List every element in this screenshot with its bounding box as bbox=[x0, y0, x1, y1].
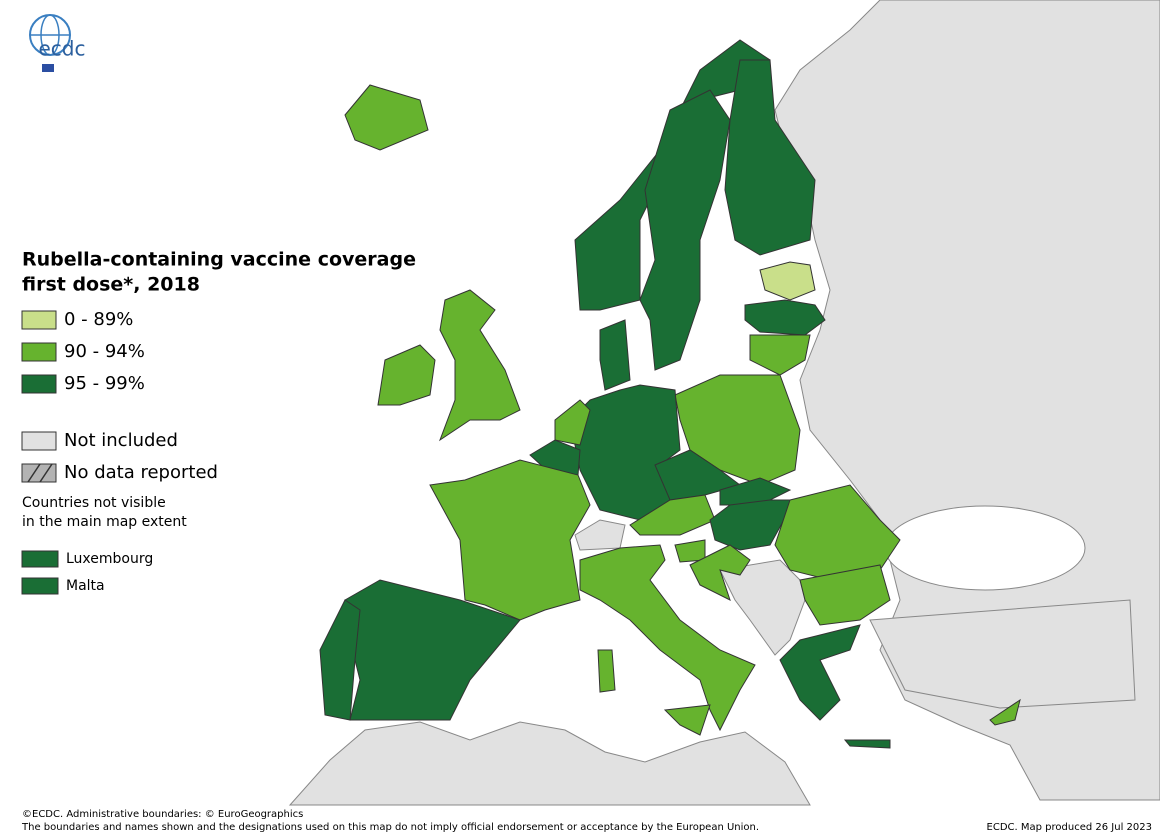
country bbox=[674, 374, 801, 486]
footer-disclaimer: The boundaries and names shown and the d… bbox=[21, 822, 759, 833]
country bbox=[759, 261, 816, 301]
logo: ecdc bbox=[29, 14, 86, 72]
note: in the main map extent bbox=[22, 514, 187, 530]
country bbox=[344, 579, 521, 721]
country bbox=[579, 544, 756, 732]
country bbox=[554, 399, 591, 446]
country bbox=[689, 544, 751, 601]
country bbox=[779, 624, 861, 721]
country bbox=[377, 344, 436, 406]
country bbox=[574, 519, 626, 551]
country bbox=[674, 539, 706, 563]
legend-swatch bbox=[21, 577, 59, 595]
footer-copyright: ©ECDC. Administrative boundaries: © Euro… bbox=[22, 809, 303, 820]
small-countries: Luxembourg Malta bbox=[21, 550, 153, 595]
legend-title: Rubella-containing vaccine coverage bbox=[22, 249, 416, 271]
country bbox=[843, 739, 891, 749]
country bbox=[799, 564, 891, 626]
country bbox=[663, 704, 711, 736]
country bbox=[744, 299, 826, 336]
country bbox=[429, 459, 591, 621]
legend-swatch bbox=[21, 310, 57, 330]
countries bbox=[319, 39, 1021, 749]
legend-label: Not included bbox=[64, 430, 178, 451]
country bbox=[639, 89, 731, 371]
background-land bbox=[288, 0, 1160, 806]
footer-produced: ECDC. Map produced 26 Jul 2023 bbox=[987, 822, 1152, 833]
hatch bbox=[27, 463, 53, 483]
country bbox=[719, 477, 792, 506]
country bbox=[599, 319, 631, 391]
note: Countries not visible bbox=[22, 495, 166, 511]
country bbox=[438, 289, 521, 442]
legend: 0 - 89% 90 - 94% 95 - 99% Not included No da… bbox=[21, 309, 218, 483]
country bbox=[989, 698, 1021, 726]
country bbox=[724, 59, 816, 256]
legend-label: Luxembourg bbox=[66, 551, 153, 567]
legend-swatch bbox=[21, 342, 57, 362]
legend-label: 0 - 89% bbox=[64, 309, 133, 330]
legend-swatch bbox=[21, 374, 57, 394]
legend-label: 90 - 94% bbox=[64, 341, 145, 362]
legend-swatch bbox=[21, 550, 59, 568]
legend-label: 95 - 99% bbox=[64, 373, 145, 394]
legend-title: first dose*, 2018 bbox=[22, 274, 200, 296]
country bbox=[319, 599, 361, 721]
country bbox=[344, 84, 429, 151]
legend-label: Malta bbox=[66, 578, 105, 594]
country bbox=[749, 334, 811, 376]
legend-swatch bbox=[21, 431, 57, 451]
legend-label: No data reported bbox=[64, 462, 218, 483]
logo-text: ecdc bbox=[39, 37, 86, 61]
country bbox=[597, 649, 616, 693]
